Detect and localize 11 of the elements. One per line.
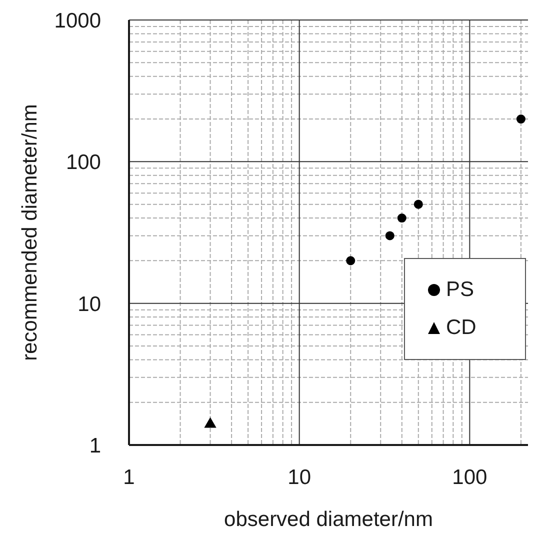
y-tick-label: 1 xyxy=(89,434,101,458)
x-tick-label: 10 xyxy=(288,466,312,489)
legend-label: CD xyxy=(446,316,476,340)
y-tick-label: 10 xyxy=(78,292,101,316)
x-tick-label: 100 xyxy=(452,466,488,489)
legend-label: PS xyxy=(446,278,474,302)
y-axis-title: recommended diameter/nm xyxy=(18,104,42,361)
x-tick-label: 1 xyxy=(123,466,135,489)
y-tick-label: 100 xyxy=(66,151,101,174)
x-axis-title: observed diameter/nm xyxy=(224,508,433,531)
y-tick-label: 1000 xyxy=(54,9,101,32)
